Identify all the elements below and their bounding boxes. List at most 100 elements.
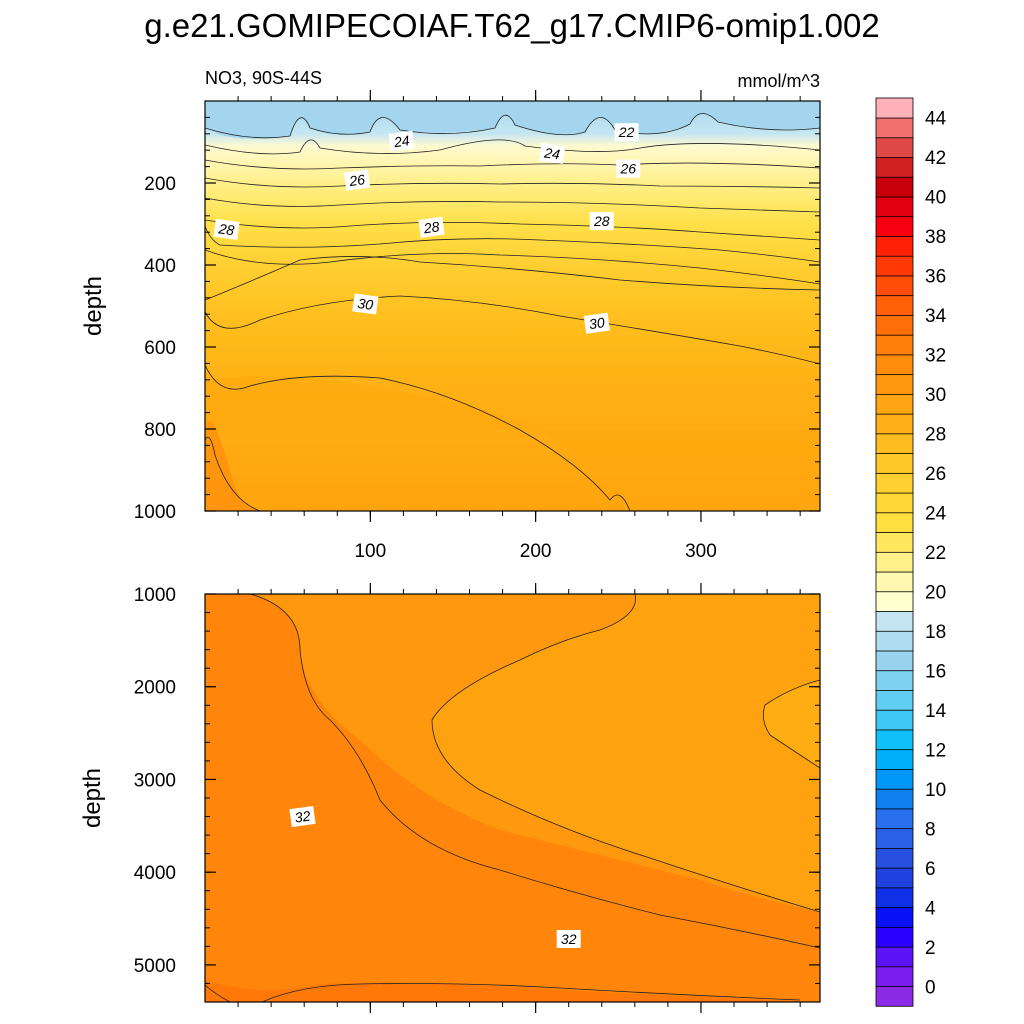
top-plot-frame	[204, 100, 821, 512]
colorbar-swatch	[875, 689, 914, 711]
colorbar-swatch	[875, 650, 914, 672]
top-y-tick-label: 200	[144, 174, 176, 195]
colorbar: 0246810121416182022242628303234363840424…	[875, 97, 947, 1007]
top-contour-labels: 24 22 24 26 26 28 28 28 30 30	[213, 123, 641, 334]
colorbar-label: 14	[925, 701, 947, 722]
top-contour-label: 28	[589, 212, 614, 231]
colorbar-swatch	[875, 768, 914, 790]
colorbar-label: 32	[925, 346, 946, 367]
top-y-tick-label: 400	[144, 256, 176, 277]
colorbar-swatch	[875, 176, 914, 198]
colorbar-swatch	[875, 591, 914, 612]
colorbar-label: 10	[925, 780, 946, 801]
colorbar-swatch	[875, 630, 914, 652]
colorbar-swatch	[875, 156, 914, 178]
colorbar-label: 18	[925, 622, 946, 643]
colorbar-swatch	[875, 729, 914, 751]
colorbar-swatch	[875, 808, 914, 830]
colorbar-label: 8	[925, 819, 936, 840]
colorbar-label: 28	[925, 425, 946, 446]
top-contour-label-text: 28	[217, 220, 236, 238]
colorbar-swatch	[875, 373, 914, 395]
top-panel: NO3, 90S-44S mmol/m^3 24 22 24 26 26 28 28 28 30…	[80, 68, 821, 562]
colorbar-label: 30	[925, 385, 946, 406]
colorbar-swatch	[875, 97, 914, 119]
colorbar-label: 36	[925, 267, 946, 288]
colorbar-label: 24	[925, 504, 947, 525]
colorbar-swatch	[875, 610, 914, 632]
bottom-contour-label-box	[289, 805, 316, 828]
top-contour-fill	[205, 101, 820, 511]
bottom-contour-label: 32	[556, 929, 581, 948]
top-contour-label-text: 28	[422, 218, 441, 236]
colorbar-swatch	[875, 196, 914, 218]
figure-title: g.e21.GOMIPECOIAF.T62_g17.CMIP6-omip1.00…	[144, 7, 880, 44]
colorbar-label: 34	[925, 306, 947, 327]
colorbar-swatch	[875, 670, 914, 691]
colorbar-swatch	[875, 255, 914, 277]
top-contour-label: 24	[539, 142, 566, 165]
top-contour-label-box	[388, 130, 415, 152]
colorbar-swatch	[875, 709, 914, 731]
top-contour-label: 22	[614, 123, 639, 142]
colorbar-swatch	[875, 334, 914, 356]
bottom-contour-label: 32	[289, 805, 316, 828]
colorbar-swatch	[875, 235, 914, 257]
colorbar-swatch	[875, 294, 914, 316]
top-contour-label-box	[343, 169, 371, 191]
colorbar-label: 44	[925, 109, 947, 130]
colorbar-swatch	[875, 275, 914, 297]
colorbar-label: 6	[925, 859, 936, 880]
colorbar-swatch	[875, 827, 914, 849]
colorbar-swatch	[875, 551, 914, 573]
colorbar-swatch	[875, 531, 914, 553]
bottom-panel: 32 32 1000 2000 3000 4000 5000 depth	[79, 583, 821, 1013]
colorbar-swatch	[875, 452, 914, 474]
colorbar-label: 42	[925, 148, 946, 169]
colorbar-swatch	[875, 354, 914, 376]
top-contour-label-box	[539, 142, 566, 165]
bottom-contour-fill	[205, 594, 820, 1002]
top-x-tick-label: 100	[354, 541, 386, 562]
top-contour-label: 26	[343, 169, 371, 191]
colorbar-swatch	[875, 413, 914, 435]
top-y-axis-label: depth	[80, 276, 107, 336]
top-subtitle-left: NO3, 90S-44S	[205, 68, 322, 88]
colorbar-swatch	[875, 117, 914, 139]
bottom-contour-label-box	[556, 929, 581, 948]
top-contour-label-text: 22	[618, 124, 635, 140]
bottom-contour-label-text: 32	[294, 808, 312, 826]
colorbar-swatch	[875, 314, 914, 336]
colorbar-swatch	[875, 472, 914, 494]
colorbar-swatch	[875, 985, 914, 1007]
top-contour-label: 24	[388, 130, 415, 152]
top-contour-label-box	[213, 218, 240, 240]
colorbar-swatch	[875, 788, 914, 810]
bottom-contour-labels: 32 32	[289, 805, 581, 948]
top-y-tick-label: 600	[144, 338, 176, 359]
colorbar-label: 12	[925, 740, 946, 761]
top-y-tick-label: 800	[144, 420, 176, 441]
colorbar-swatch	[875, 571, 914, 593]
colorbar-label: 20	[925, 582, 946, 603]
top-contour-label-text: 28	[593, 213, 610, 229]
bottom-y-tick-label: 3000	[134, 770, 176, 791]
colorbar-label: 26	[925, 464, 946, 485]
top-contour-label-text: 30	[357, 295, 375, 313]
top-contour-label-text: 24	[392, 132, 411, 150]
colorbar-label: 40	[925, 188, 946, 209]
top-contour-label: 30	[583, 312, 610, 334]
colorbar-label: 16	[925, 661, 946, 682]
top-contour-label-text: 24	[542, 144, 561, 162]
colorbar-label: 38	[925, 227, 946, 248]
top-contour-label: 30	[352, 293, 379, 315]
top-contour-label-box	[352, 293, 379, 315]
colorbar-swatch	[875, 887, 914, 909]
colorbar-label: 22	[925, 543, 946, 564]
colorbar-swatch	[875, 966, 914, 987]
top-contour-label-text: 26	[619, 161, 636, 177]
top-y-tick-label: 1000	[134, 502, 176, 523]
colorbar-swatch	[875, 906, 914, 928]
top-contour-label-box	[616, 159, 641, 178]
